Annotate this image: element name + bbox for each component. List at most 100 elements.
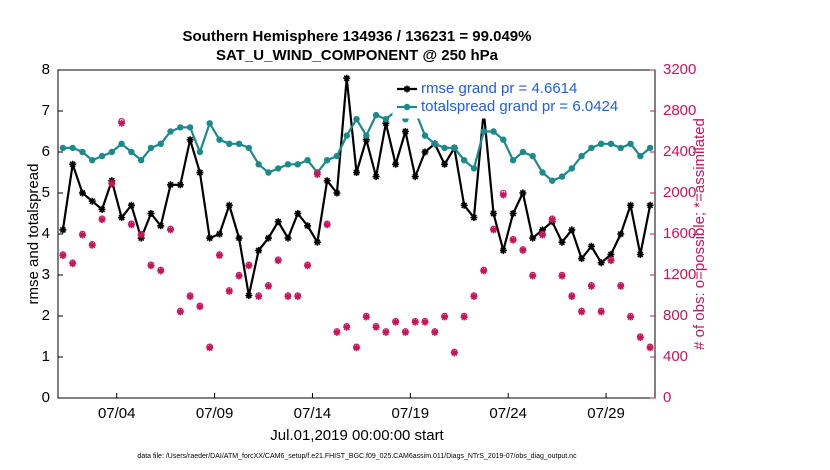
marker	[607, 257, 615, 265]
y2-tick-label: 2800	[663, 102, 696, 119]
marker	[372, 111, 380, 119]
y2-tick-label: 2000	[663, 184, 696, 201]
marker	[636, 251, 644, 258]
marker	[313, 171, 321, 179]
marker	[176, 308, 184, 316]
marker	[78, 189, 86, 197]
marker	[490, 210, 498, 217]
marker	[274, 218, 282, 226]
y2-tick-label: 0	[663, 389, 671, 406]
marker	[617, 282, 625, 290]
marker	[196, 148, 204, 156]
marker	[578, 255, 586, 263]
marker	[490, 226, 498, 234]
marker	[529, 272, 537, 280]
marker	[323, 157, 331, 164]
marker	[225, 201, 233, 209]
marker	[167, 226, 175, 234]
marker	[59, 252, 67, 260]
y-tick-label: 8	[42, 61, 50, 78]
marker	[421, 132, 429, 139]
y2-tick-label: 1600	[663, 225, 696, 242]
marker	[235, 234, 243, 242]
marker	[460, 201, 468, 209]
marker	[548, 216, 556, 224]
marker	[69, 144, 76, 152]
marker	[98, 205, 106, 213]
y2-tick-label: 2400	[663, 143, 696, 160]
y-tick-label: 1	[42, 348, 50, 365]
marker	[372, 323, 380, 331]
marker	[558, 272, 566, 280]
marker	[137, 231, 145, 239]
marker	[646, 144, 654, 152]
marker	[401, 128, 409, 135]
marker	[304, 222, 312, 230]
x-tick-label: 07/09	[196, 405, 234, 422]
marker	[588, 144, 595, 152]
x-axis-label: Jul.01,2019 00:00:00 start	[270, 427, 444, 444]
marker	[470, 165, 478, 172]
marker	[69, 260, 77, 268]
marker	[255, 246, 263, 254]
x-tick-label: 07/19	[392, 405, 430, 422]
marker	[411, 173, 419, 181]
marker	[255, 293, 263, 301]
marker	[255, 161, 262, 168]
marker	[118, 140, 125, 147]
marker	[59, 226, 67, 234]
marker	[186, 124, 194, 131]
marker	[265, 169, 272, 176]
marker	[98, 216, 106, 224]
marker	[313, 238, 321, 246]
marker	[127, 221, 135, 229]
y2-tick-label: 400	[663, 348, 688, 365]
marker	[587, 282, 595, 290]
marker	[343, 323, 351, 331]
marker	[215, 230, 223, 238]
x-tick-label: 07/24	[489, 405, 527, 422]
marker	[343, 74, 351, 82]
marker	[607, 140, 615, 147]
marker	[157, 140, 164, 147]
marker	[284, 234, 292, 242]
marker	[118, 119, 126, 127]
marker	[460, 157, 468, 164]
marker	[421, 318, 429, 326]
marker	[79, 148, 86, 156]
marker	[441, 144, 448, 152]
marker	[196, 169, 204, 176]
marker	[147, 144, 155, 152]
marker	[538, 231, 546, 239]
marker	[627, 313, 635, 321]
marker	[597, 308, 605, 316]
marker	[519, 148, 527, 156]
marker	[363, 132, 370, 139]
marker	[538, 226, 546, 234]
marker	[558, 173, 566, 180]
marker	[167, 181, 175, 189]
marker	[431, 140, 438, 147]
marker	[206, 344, 214, 352]
marker	[597, 140, 605, 147]
marker	[304, 157, 311, 164]
marker	[568, 226, 576, 234]
marker	[127, 201, 135, 209]
y2-tick-label: 800	[663, 307, 688, 324]
marker	[275, 165, 282, 172]
marker	[147, 210, 155, 217]
marker	[499, 191, 507, 199]
marker	[597, 259, 605, 267]
marker	[353, 344, 360, 352]
y-tick-label: 0	[42, 389, 50, 406]
marker	[509, 157, 517, 164]
marker	[451, 144, 458, 152]
marker	[323, 177, 331, 185]
marker	[294, 293, 302, 301]
marker	[128, 148, 135, 156]
y2-axis-label: # of obs: o=possible; *=assimilated	[691, 118, 708, 350]
y-tick-label: 3	[42, 266, 50, 283]
marker	[401, 328, 409, 336]
marker	[382, 116, 390, 123]
marker	[245, 144, 253, 152]
